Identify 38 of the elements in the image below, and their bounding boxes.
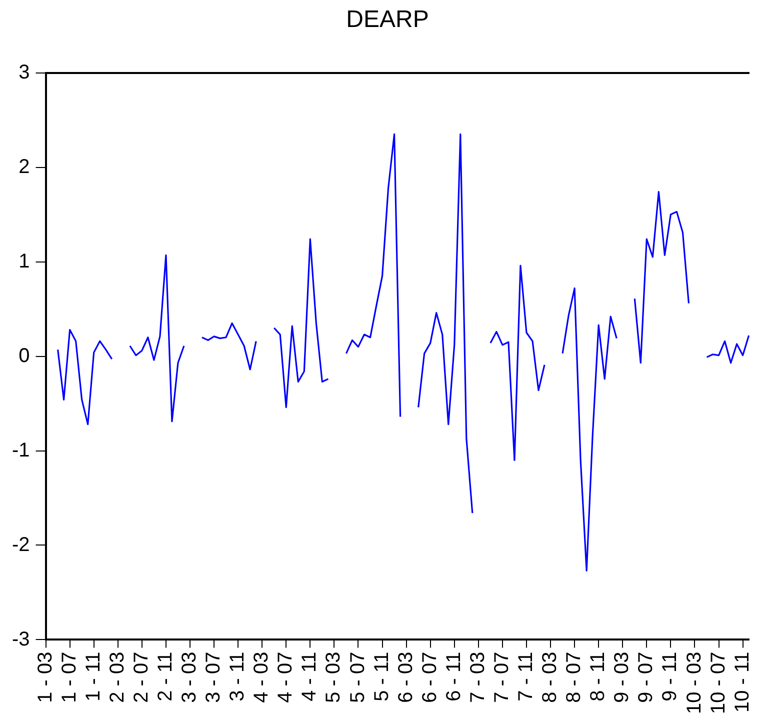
y-tick-label: -2: [12, 534, 30, 556]
x-tick-label: 3 - 07: [202, 652, 225, 703]
y-tick-label: -3: [12, 628, 30, 650]
x-tick-label: 7 - 03: [466, 652, 489, 703]
x-tick-label: 5 - 11: [370, 652, 393, 702]
x-tick-label: 1 - 07: [58, 652, 80, 703]
x-tick-label: 4 - 07: [274, 652, 297, 703]
x-tick-label: 1 - 03: [34, 652, 56, 703]
x-tick-label: 3 - 03: [178, 652, 201, 703]
x-tick-label: 8 - 11: [587, 652, 610, 702]
x-tick-label: 10 - 03: [683, 652, 706, 714]
y-tick-label: 3: [18, 61, 30, 84]
x-tick-label: 7 - 07: [490, 652, 513, 703]
y-tick-label: 0: [18, 344, 30, 367]
x-tick-label: 4 - 11: [298, 652, 321, 702]
x-tick-label: 9 - 11: [659, 652, 682, 702]
x-tick-label: 6 - 11: [442, 652, 465, 702]
x-tick-label: 10 - 11: [731, 652, 754, 713]
x-tick-label: 9 - 07: [635, 652, 658, 703]
x-tick-label: 2 - 03: [106, 652, 128, 703]
x-tick-label: 10 - 07: [707, 652, 730, 714]
x-tick-label: 5 - 07: [346, 652, 369, 703]
x-tick-label: 6 - 07: [418, 652, 441, 703]
x-tick-label: 2 - 07: [130, 652, 152, 703]
y-tick-label: 1: [18, 250, 30, 272]
chart-title: DEARP: [346, 6, 429, 34]
y-tick-label: 2: [18, 156, 30, 178]
x-tick-label: 5 - 03: [322, 652, 345, 703]
x-tick-label: 7 - 11: [515, 652, 538, 702]
x-tick-label: 2 - 11: [154, 652, 176, 702]
x-tick-label: 1 - 11: [82, 652, 104, 702]
x-tick-label: 3 - 11: [226, 652, 249, 702]
y-tick-label: -1: [12, 439, 30, 462]
x-tick-label: 8 - 03: [539, 652, 562, 703]
x-tick-label: 8 - 07: [563, 652, 586, 703]
x-tick-label: 9 - 03: [611, 652, 634, 703]
x-tick-label: 4 - 03: [250, 652, 273, 703]
x-tick-label: 6 - 03: [394, 652, 417, 703]
